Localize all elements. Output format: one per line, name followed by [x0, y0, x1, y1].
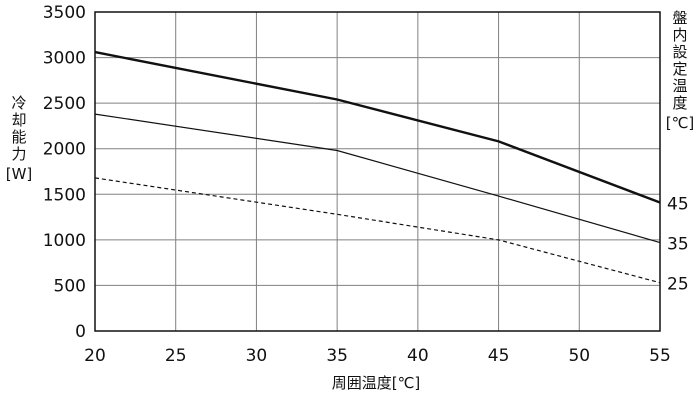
- x-tick-label: 20: [84, 346, 106, 366]
- y-tick-label: 3500: [43, 3, 86, 23]
- series-label-25: 25: [667, 275, 689, 295]
- x-axis-title: 周囲温度[℃]: [0, 372, 700, 393]
- plot-frame: [94, 11, 661, 332]
- x-tick-label: 30: [246, 346, 268, 366]
- right-axis-label: 盤内設定温度: [672, 9, 688, 112]
- right-axis-title: 盤内設定温度 [℃]: [666, 9, 695, 132]
- series-line-35: [94, 113, 661, 244]
- y-tick-label: 1000: [43, 231, 86, 251]
- x-tick-label: 45: [488, 346, 510, 366]
- grid-lines: [94, 11, 661, 332]
- series-label-45: 45: [667, 194, 689, 214]
- y-tick-label: 1500: [43, 185, 86, 205]
- series-lines: [94, 50, 661, 284]
- right-axis-unit: [℃]: [665, 114, 695, 132]
- y-axis-ticks: 0 500 1000 1500 2000 2500 3000 3500: [43, 3, 86, 342]
- x-tick-label: 50: [568, 346, 590, 366]
- y-axis-label: 冷却能力: [11, 94, 27, 163]
- x-tick-label: 40: [407, 346, 429, 366]
- y-tick-label: 0: [75, 322, 86, 342]
- y-tick-label: 3000: [43, 49, 86, 69]
- x-axis-label: 周囲温度[℃]: [331, 374, 421, 392]
- y-axis-unit: [W]: [5, 165, 33, 183]
- x-tick-label: 35: [326, 346, 348, 366]
- y-tick-label: 500: [54, 276, 86, 296]
- x-tick-label: 25: [165, 346, 187, 366]
- series-labels: 45 35 25: [667, 194, 689, 294]
- x-tick-label: 55: [649, 346, 671, 366]
- x-axis-ticks: 20 25 30 35 40 45 50 55: [84, 346, 671, 366]
- y-tick-label: 2500: [43, 94, 86, 114]
- y-tick-label: 2000: [43, 140, 86, 160]
- series-line-45: [94, 50, 661, 204]
- y-axis-title: 冷却能力 [W]: [6, 94, 33, 183]
- series-label-35: 35: [667, 235, 689, 255]
- series-line-25: [94, 177, 661, 284]
